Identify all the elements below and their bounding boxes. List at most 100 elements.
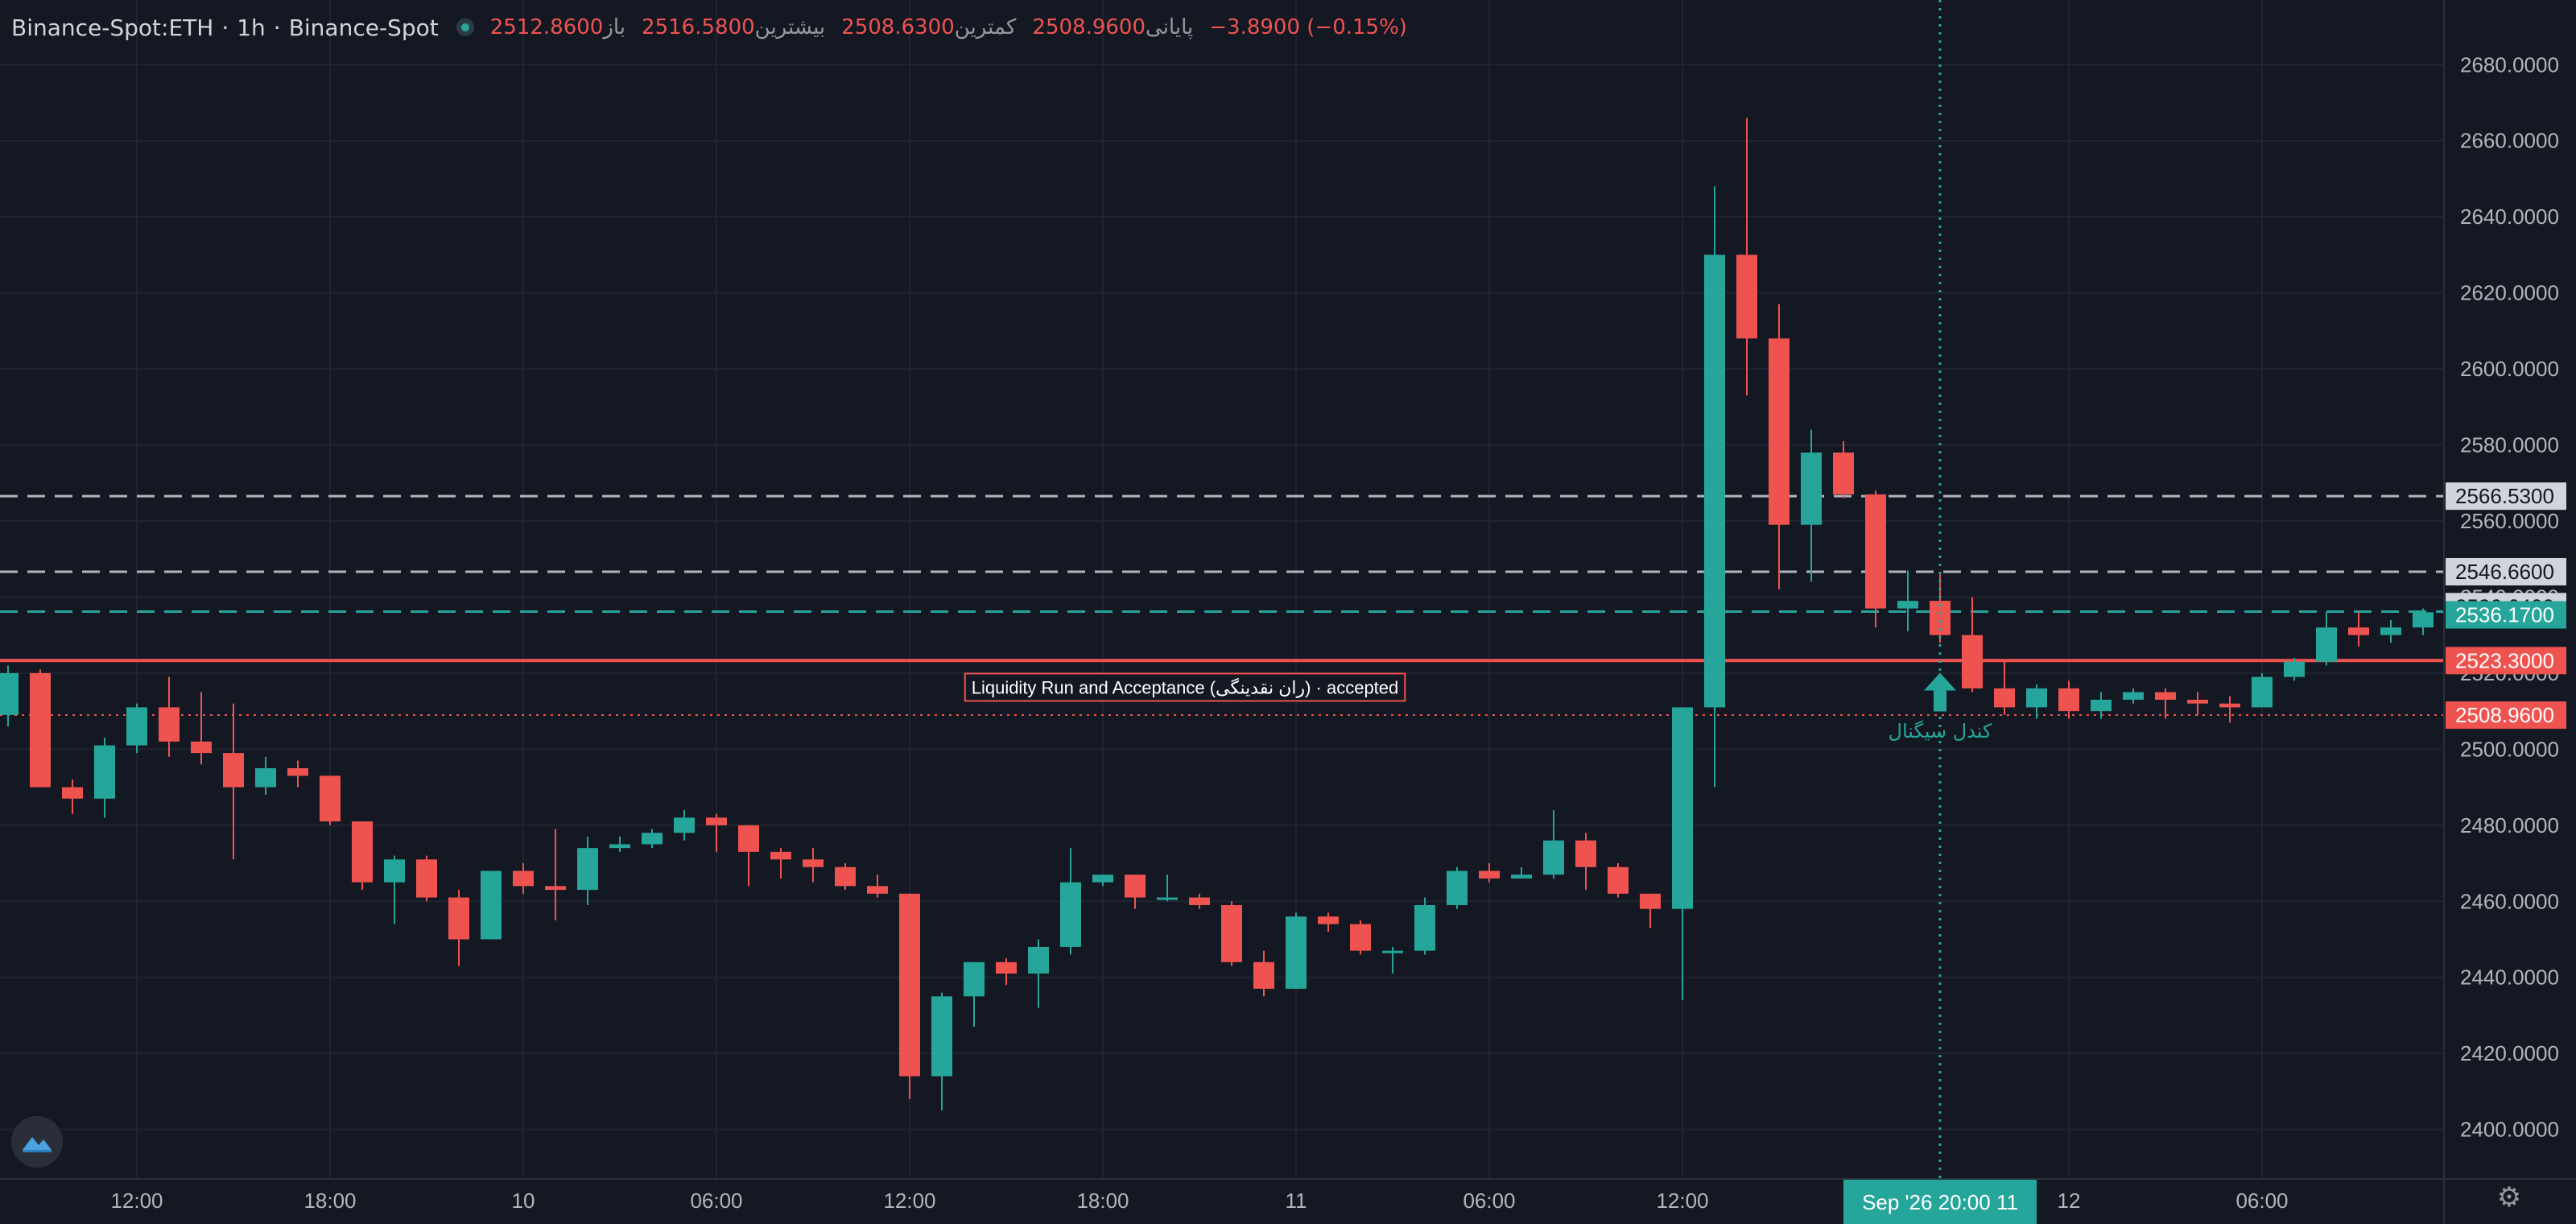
candle-body: [1801, 452, 1822, 525]
candle-body: [577, 848, 598, 891]
crosshair-time-label: Sep '26 20:00 11: [1862, 1190, 2018, 1214]
signal-arrow-icon: [1924, 672, 1956, 712]
candle-down: [1930, 574, 1951, 643]
price-tick-label: 2580.0000: [2460, 433, 2559, 457]
candle-body: [1125, 875, 1146, 898]
candle-body: [30, 672, 51, 788]
candle-up: [1704, 186, 1725, 788]
annotation-label: Liquidity Run and Acceptance (ران نقدینگ…: [972, 677, 1399, 698]
candle-down: [996, 958, 1017, 986]
candle-down: [1994, 661, 2015, 715]
price-tick-label: 2600.0000: [2460, 357, 2559, 381]
price-tick-label: 2480.0000: [2460, 813, 2559, 837]
price-tick-label: 2640.0000: [2460, 205, 2559, 229]
candle-down: [2348, 612, 2369, 647]
candle-body: [1575, 840, 1596, 867]
candle-body: [1994, 688, 2015, 708]
candle-body: [1060, 882, 1081, 947]
candle-down: [1608, 863, 1629, 898]
brand-logo-icon[interactable]: [11, 1116, 63, 1168]
candle-body: [384, 859, 405, 883]
candle-body: [223, 753, 244, 788]
candle-up: [609, 836, 630, 852]
candle-body: [62, 787, 83, 799]
candle-body: [2284, 661, 2305, 677]
candle-body: [545, 886, 566, 891]
candle-down: [287, 760, 308, 788]
price-level-badge: [2446, 482, 2566, 511]
candle-body: [2219, 703, 2240, 708]
candle-down: [1350, 920, 1371, 955]
candle-up: [577, 836, 598, 905]
candle-body: [1414, 904, 1435, 951]
candle-down: [867, 875, 888, 898]
candle-body: [352, 821, 373, 883]
candle-body: [1447, 870, 1468, 905]
candle-body: [287, 767, 308, 776]
candle-body: [1382, 950, 1403, 953]
price-tick-label: 2500.0000: [2460, 737, 2559, 761]
candle-up: [2091, 692, 2112, 719]
candle-body: [964, 961, 985, 997]
candle-body: [1189, 897, 1210, 905]
candle-body: [706, 817, 727, 825]
candle-down: [1962, 597, 1983, 693]
candle-up: [2252, 672, 2273, 708]
market-status-icon: [456, 19, 474, 36]
candle-body: [126, 707, 147, 746]
candle-body: [2348, 627, 2369, 635]
candle-up: [1157, 875, 1178, 902]
candle-body: [1608, 866, 1629, 894]
ohlc-low: کمترین2508.6300: [841, 15, 1017, 39]
candle-body: [255, 767, 276, 788]
price-level-label: 2566.5300: [2455, 484, 2554, 508]
candle-body: [2252, 676, 2273, 708]
candle-body: [2316, 627, 2337, 662]
candle-body: [2123, 692, 2144, 700]
candle-body: [1736, 254, 1757, 339]
candle-up: [642, 829, 663, 849]
time-tick-label: 18:00: [303, 1189, 356, 1213]
candle-up: [1672, 707, 1693, 1001]
price-tick-label: 2460.0000: [2460, 889, 2559, 913]
ohlc-high: بیشترین2516.5800: [642, 15, 826, 39]
time-tick-label: 06:00: [690, 1189, 742, 1213]
candle-up: [1543, 809, 1564, 879]
candle-body: [1833, 452, 1854, 494]
candle-down: [320, 775, 341, 825]
candle-up: [964, 961, 985, 1028]
candle-down: [1221, 901, 1242, 966]
candle-up: [2413, 608, 2434, 635]
settings-gear-icon[interactable]: ⚙: [2496, 1181, 2522, 1214]
candle-down: [803, 848, 824, 883]
time-tick-label: 10: [512, 1189, 535, 1213]
candle-body: [1028, 946, 1049, 974]
candle-down: [770, 848, 791, 879]
candle-up: [1414, 897, 1435, 955]
candle-down: [2187, 692, 2208, 715]
legend-separator: ·: [273, 14, 281, 41]
price-tick-label: 2400.0000: [2460, 1118, 2559, 1142]
candle-up: [0, 665, 19, 727]
candle-body: [674, 817, 695, 833]
symbol-legend: Binance-Spot:ETH · 1h · Binance-Spot باز…: [11, 11, 1420, 43]
symbol-name[interactable]: Binance-Spot:ETH: [11, 14, 214, 41]
candle-up: [1897, 570, 1918, 631]
candle-down: [448, 890, 469, 966]
annotation-box: [964, 672, 1406, 702]
interval-label[interactable]: 1h: [237, 14, 266, 41]
price-tick-label: 2440.0000: [2460, 966, 2559, 990]
candle-down: [545, 829, 566, 920]
candle-down: [2058, 680, 2079, 719]
ohlc-open: باز2512.8600: [489, 15, 626, 39]
time-tick-label: 12: [2058, 1189, 2081, 1213]
candle-body: [1672, 707, 1693, 909]
price-tick-label: 2660.0000: [2460, 129, 2559, 153]
candle-body: [1253, 961, 1274, 989]
candle-body: [1865, 494, 1886, 609]
candle-down: [1189, 893, 1210, 909]
candle-body: [1318, 916, 1339, 924]
